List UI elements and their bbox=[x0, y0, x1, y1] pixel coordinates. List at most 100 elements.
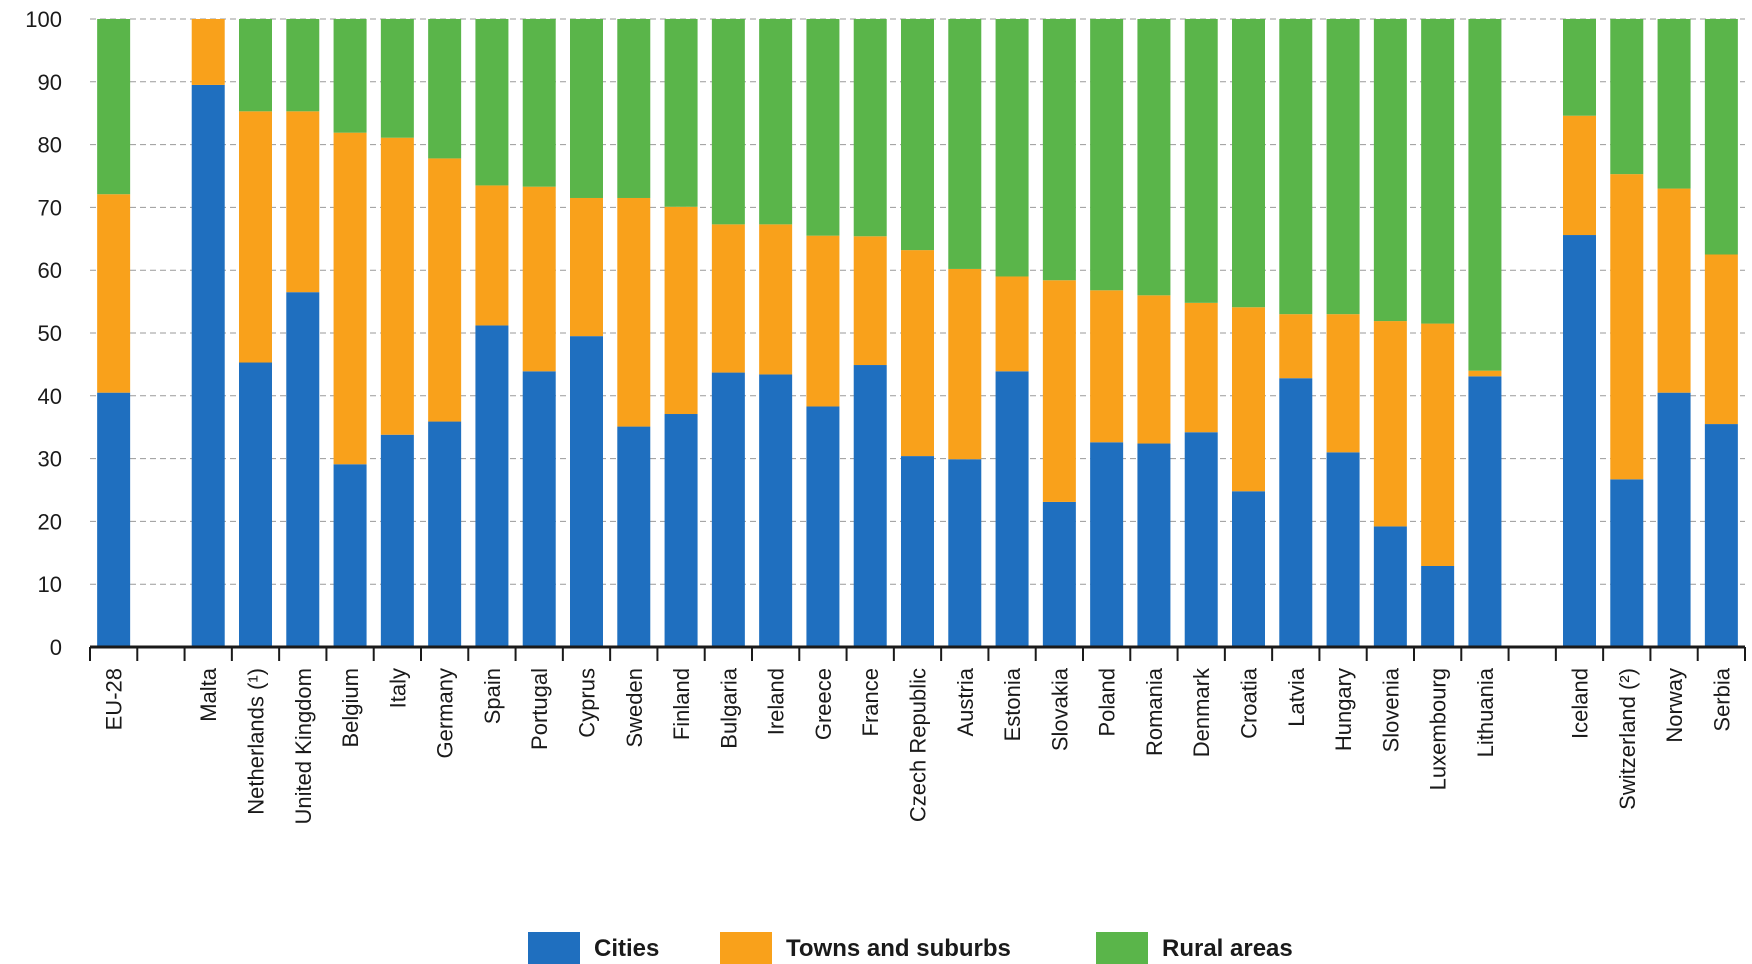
bar-segment-cities bbox=[1563, 235, 1596, 648]
bar-segment-cities bbox=[1421, 565, 1455, 647]
bar-segment-towns-and-suburbs bbox=[191, 19, 225, 85]
bar-segment-cities bbox=[1468, 376, 1502, 647]
x-category-label: Slovakia bbox=[1047, 667, 1072, 751]
x-category-label: Serbia bbox=[1709, 667, 1734, 731]
x-category-label: Norway bbox=[1662, 668, 1687, 743]
bar-segment-towns-and-suburbs bbox=[711, 224, 745, 373]
bar-segment-towns-and-suburbs bbox=[1421, 323, 1455, 566]
x-category-label: France bbox=[858, 668, 883, 736]
x-category-label: Finland bbox=[669, 668, 694, 740]
bar-segment-towns-and-suburbs bbox=[522, 186, 556, 372]
bar-segment-rural-areas bbox=[1373, 19, 1407, 322]
bar-segment-cities bbox=[1184, 432, 1218, 647]
bar-segment-cities bbox=[1279, 378, 1313, 647]
bar-segment-towns-and-suburbs bbox=[1279, 314, 1313, 379]
x-category-label: Slovenia bbox=[1378, 667, 1403, 752]
x-category-label: Cyprus bbox=[575, 668, 600, 738]
bar-segment-rural-areas bbox=[1090, 19, 1124, 291]
bar-segment-towns-and-suburbs bbox=[1373, 321, 1407, 527]
bar-segment-towns-and-suburbs bbox=[1326, 314, 1360, 453]
bar-segment-cities bbox=[1373, 526, 1407, 647]
x-category-label: Estonia bbox=[1000, 667, 1025, 741]
bar-segment-towns-and-suburbs bbox=[664, 206, 698, 415]
bar-segment-cities bbox=[475, 325, 509, 647]
bar-segment-cities bbox=[1704, 424, 1738, 647]
bar-segment-cities bbox=[333, 464, 367, 647]
bar-segment-rural-areas bbox=[1279, 19, 1313, 315]
bar-segment-towns-and-suburbs bbox=[948, 268, 982, 460]
x-category-label: Austria bbox=[953, 667, 978, 736]
x-category-label: Sweden bbox=[622, 668, 647, 748]
legend-label: Cities bbox=[594, 935, 659, 962]
bar-segment-towns-and-suburbs bbox=[806, 235, 840, 407]
bar-segment-rural-areas bbox=[1232, 19, 1265, 308]
bar-segment-cities bbox=[759, 374, 793, 647]
bar-segment-towns-and-suburbs bbox=[475, 185, 509, 326]
bar-segment-rural-areas bbox=[664, 19, 698, 207]
x-category-label: Iceland bbox=[1568, 668, 1593, 739]
x-category-label: Hungary bbox=[1331, 668, 1356, 751]
bar-segment-cities bbox=[711, 372, 745, 647]
x-category-label: EU-28 bbox=[102, 668, 127, 730]
bar-segment-cities bbox=[948, 459, 982, 647]
bar-segment-cities bbox=[1610, 479, 1644, 647]
bar-segment-towns-and-suburbs bbox=[1563, 115, 1596, 236]
y-tick-label: 60 bbox=[38, 258, 62, 283]
x-category-label: Belgium bbox=[338, 668, 363, 747]
bar-segment-rural-areas bbox=[1184, 19, 1218, 303]
bar-segment-cities bbox=[570, 336, 603, 647]
y-tick-label: 0 bbox=[50, 635, 62, 660]
bar-segment-rural-areas bbox=[711, 19, 745, 225]
bar-segment-towns-and-suburbs bbox=[286, 111, 320, 293]
bar-segment-towns-and-suburbs bbox=[901, 250, 934, 457]
y-tick-label: 50 bbox=[38, 321, 62, 346]
bar-segment-rural-areas bbox=[1326, 19, 1360, 315]
bar-segment-towns-and-suburbs bbox=[759, 224, 793, 375]
x-category-labels: EU-28 Malta Netherlands (¹) United Kingdom B… bbox=[102, 667, 1735, 825]
legend-swatch bbox=[528, 932, 580, 964]
bar-segment-rural-areas bbox=[1137, 19, 1171, 296]
bar-segment-rural-areas bbox=[901, 19, 934, 251]
x-category-label: United Kingdom bbox=[291, 668, 316, 825]
bar-segment-cities bbox=[1657, 392, 1691, 647]
bar-segment-rural-areas bbox=[853, 19, 887, 237]
bar-segment-towns-and-suburbs bbox=[428, 158, 462, 422]
bar-segment-rural-areas bbox=[1421, 19, 1455, 324]
y-tick-label: 70 bbox=[38, 195, 62, 220]
x-category-label: Croatia bbox=[1237, 667, 1262, 739]
bar-segment-cities bbox=[522, 371, 556, 647]
bar-segment-rural-areas bbox=[428, 19, 462, 159]
bar-segment-cities bbox=[191, 84, 225, 647]
x-category-label: Luxembourg bbox=[1426, 668, 1451, 790]
bar-segment-rural-areas bbox=[1042, 19, 1076, 281]
bar-segment-rural-areas bbox=[1468, 19, 1502, 371]
bars bbox=[97, 19, 1738, 648]
bar-segment-rural-areas bbox=[522, 19, 556, 187]
x-category-label: Romania bbox=[1142, 667, 1167, 756]
x-category-label: Italy bbox=[385, 668, 410, 708]
legend-label: Towns and suburbs bbox=[786, 935, 1011, 962]
bar-segment-cities bbox=[617, 426, 651, 647]
legend: Cities Towns and suburbs Rural areas bbox=[528, 932, 1293, 964]
y-tick-labels: 0 10 20 30 40 50 60 70 80 90 100 bbox=[25, 7, 62, 660]
bar-segment-towns-and-suburbs bbox=[617, 197, 651, 427]
bar-segment-cities bbox=[853, 365, 887, 647]
x-category-label: Malta bbox=[196, 667, 221, 722]
bar-segment-rural-areas bbox=[759, 19, 793, 225]
y-tick-label: 90 bbox=[38, 70, 62, 95]
bar-segment-cities bbox=[1090, 442, 1124, 647]
bar-segment-towns-and-suburbs bbox=[1137, 295, 1171, 444]
x-category-label: Portugal bbox=[527, 668, 552, 750]
x-category-label: Lithuania bbox=[1473, 667, 1498, 757]
bar-segment-rural-areas bbox=[380, 19, 414, 138]
y-tick-label: 10 bbox=[38, 572, 62, 597]
bar-segment-rural-areas bbox=[995, 19, 1029, 277]
y-tick-label: 40 bbox=[38, 384, 62, 409]
bar-segment-rural-areas bbox=[948, 19, 982, 269]
legend-swatch bbox=[720, 932, 772, 964]
x-category-label: Denmark bbox=[1189, 667, 1214, 757]
x-category-label: Poland bbox=[1095, 668, 1120, 737]
bar-segment-towns-and-suburbs bbox=[1704, 254, 1738, 425]
bar-segment-towns-and-suburbs bbox=[1610, 174, 1644, 480]
